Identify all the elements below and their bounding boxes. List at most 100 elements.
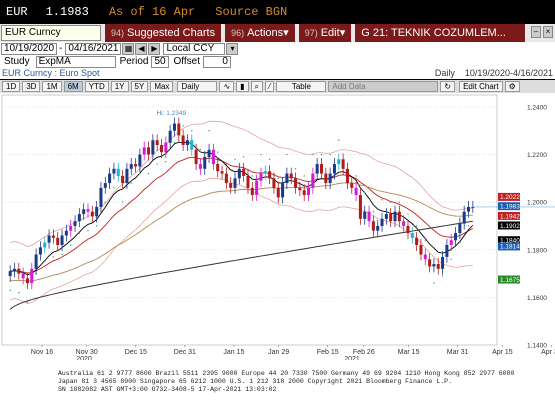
footer-line: Australia 61 2 9777 8600 Brazil 5511 239… bbox=[58, 370, 515, 377]
sar-dot bbox=[389, 201, 392, 203]
sar-dot bbox=[61, 253, 63, 256]
table-button[interactable]: Table bbox=[276, 81, 327, 92]
menu-number: 97) bbox=[304, 28, 318, 38]
sar-dot bbox=[234, 158, 236, 160]
candle-body bbox=[419, 245, 423, 255]
candle-body bbox=[462, 211, 466, 224]
sar-dot bbox=[251, 175, 254, 177]
date-range-row: 10/19/2020 - 04/16/2021 ▦ ◀ ▶ Local CCY … bbox=[0, 42, 555, 55]
x-tick-label: Nov 30 bbox=[76, 349, 98, 356]
candle-body bbox=[285, 173, 289, 184]
sar-dot bbox=[44, 260, 46, 263]
period-select[interactable]: Daily bbox=[177, 81, 218, 92]
study-row: Study ExpMA Period 50 Offset 0 bbox=[0, 55, 555, 68]
candle-body bbox=[298, 187, 302, 191]
sar-dot bbox=[381, 199, 383, 201]
candle-body bbox=[428, 259, 432, 267]
range-button-ytd[interactable]: YTD bbox=[84, 81, 109, 92]
price-label-box bbox=[498, 242, 520, 251]
candle-body bbox=[185, 140, 189, 145]
minimize-icon[interactable]: – bbox=[531, 26, 541, 38]
candle-body bbox=[25, 278, 29, 284]
range-button-1y[interactable]: 1Y bbox=[110, 81, 129, 92]
date-to-field[interactable]: 04/16/2021 bbox=[65, 42, 122, 55]
date-from-field[interactable]: 10/19/2020 bbox=[1, 42, 58, 55]
chart-svg: 1.2400 1.2200 1.2000 1.1800 1.1600 1.1400 Hi: … bbox=[1, 94, 555, 363]
candle-body bbox=[43, 242, 47, 248]
candle-body bbox=[432, 264, 436, 267]
sar-dot bbox=[398, 201, 401, 203]
moving-average-line bbox=[9, 220, 473, 310]
ticker-header: EUR 1.1983 As of 16 Apr Source BGN bbox=[0, 0, 555, 24]
candle-body bbox=[60, 235, 64, 245]
study-select[interactable]: ExpMA bbox=[35, 55, 116, 68]
price-label-box bbox=[498, 236, 520, 245]
draw-icon[interactable]: ⁄ bbox=[265, 81, 275, 92]
range-button-6m[interactable]: 6M bbox=[63, 81, 83, 92]
candle-body bbox=[211, 149, 215, 165]
suggested-charts-button[interactable]: 94) Suggested Charts bbox=[105, 24, 222, 42]
candle-body bbox=[95, 206, 99, 217]
offset-field[interactable]: 0 bbox=[202, 55, 231, 68]
refresh-icon[interactable]: ↻ bbox=[440, 81, 456, 92]
candle-body bbox=[423, 254, 427, 260]
candle-chart-icon[interactable]: ▮ bbox=[236, 81, 249, 92]
page-title: G 21: TEKNIK COZUMLEM... bbox=[355, 24, 525, 42]
sar-dot bbox=[407, 213, 409, 215]
range-buttons: 1D 3D 1M 6M YTD 1Y 5Y Max bbox=[0, 81, 174, 92]
y-tick-label: 1.1400 bbox=[527, 343, 547, 350]
range-button-max[interactable]: Max bbox=[150, 81, 174, 92]
zoom-icon[interactable]: ⌕ bbox=[250, 81, 264, 92]
x-tick-label: Nov 16 bbox=[31, 349, 53, 356]
add-data-button[interactable]: Add Data bbox=[328, 81, 439, 92]
range-button-5y[interactable]: 5Y bbox=[130, 81, 149, 92]
range-button-1m[interactable]: 1M bbox=[42, 81, 62, 92]
candle-body bbox=[250, 187, 254, 195]
sar-dot bbox=[95, 225, 98, 227]
button-label: Suggested Charts bbox=[127, 27, 216, 39]
sar-dot bbox=[312, 153, 314, 156]
price-label-text: 1.2022 bbox=[500, 194, 520, 201]
sar-dot bbox=[9, 289, 11, 291]
candle-body bbox=[69, 225, 73, 231]
chevron-down-icon[interactable]: ▾ bbox=[226, 42, 239, 55]
study-label: Study bbox=[4, 56, 30, 67]
edit-button[interactable]: 97) Edit ▾ bbox=[298, 24, 352, 42]
price-label-box bbox=[498, 275, 520, 284]
security-field[interactable]: EUR Curncy bbox=[1, 25, 101, 41]
period-field[interactable]: 50 bbox=[151, 55, 170, 68]
candle-body bbox=[86, 209, 90, 212]
range-button-1d[interactable]: 1D bbox=[2, 81, 21, 92]
menu-number: 94) bbox=[111, 28, 125, 38]
price-label-text: 1.1983 bbox=[500, 203, 520, 210]
price-chart[interactable]: 1.2400 1.2200 1.2000 1.1800 1.1600 1.1400 Hi: … bbox=[0, 93, 555, 363]
moving-average-line bbox=[10, 120, 473, 247]
settings-icon[interactable]: ⚙ bbox=[504, 81, 520, 92]
command-bar: EUR Curncy 94) Suggested Charts 96) Action… bbox=[0, 24, 555, 42]
candle-body bbox=[190, 140, 194, 150]
candle-body bbox=[354, 187, 358, 195]
sar-dot bbox=[182, 125, 184, 127]
next-arrow-icon[interactable]: ▶ bbox=[148, 42, 161, 55]
candle-body bbox=[311, 173, 315, 188]
candle-body bbox=[77, 214, 81, 222]
sar-dot bbox=[277, 177, 279, 180]
candle-body bbox=[345, 168, 349, 184]
sar-dot bbox=[69, 244, 72, 246]
candle-body bbox=[90, 211, 94, 217]
candle-body bbox=[112, 168, 116, 174]
range-button-3d[interactable]: 3D bbox=[22, 81, 41, 92]
prev-arrow-icon[interactable]: ◀ bbox=[135, 42, 148, 55]
candle-body bbox=[376, 225, 380, 231]
sar-dot bbox=[156, 163, 158, 165]
actions-button[interactable]: 96) Actions ▾ bbox=[225, 24, 295, 42]
currency-select[interactable]: Local CCY bbox=[163, 42, 226, 55]
close-icon[interactable]: × bbox=[543, 26, 553, 38]
candle-body bbox=[406, 225, 410, 234]
edit-chart-button[interactable]: Edit Chart bbox=[459, 81, 503, 92]
candle-body bbox=[237, 168, 241, 179]
candle-body bbox=[441, 256, 445, 269]
x-tick-label: Feb 15 bbox=[317, 349, 339, 356]
line-chart-icon[interactable]: ∿ bbox=[219, 81, 235, 92]
calendar-icon[interactable]: ▦ bbox=[122, 42, 135, 55]
